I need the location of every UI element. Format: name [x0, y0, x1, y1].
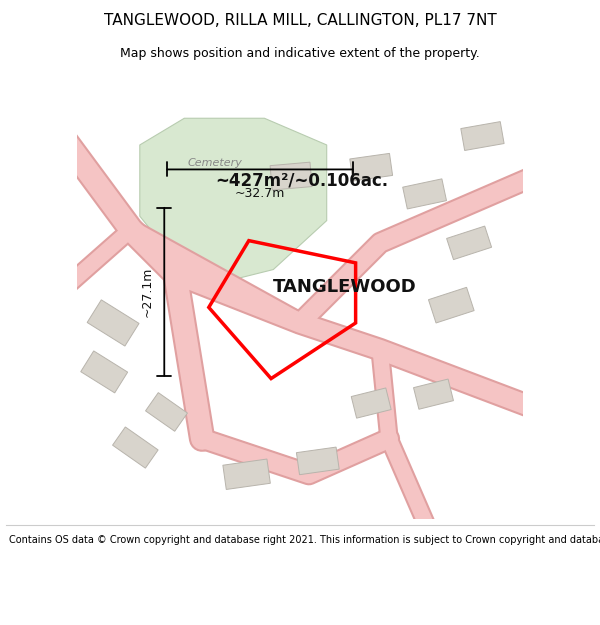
Polygon shape — [350, 153, 392, 181]
Polygon shape — [270, 162, 312, 190]
Text: Contains OS data © Crown copyright and database right 2021. This information is : Contains OS data © Crown copyright and d… — [9, 534, 600, 544]
Polygon shape — [403, 179, 446, 209]
Polygon shape — [413, 379, 454, 409]
Polygon shape — [296, 447, 339, 475]
Text: ~32.7m: ~32.7m — [235, 188, 285, 200]
Polygon shape — [113, 427, 158, 468]
Text: Map shows position and indicative extent of the property.: Map shows position and indicative extent… — [120, 47, 480, 59]
Polygon shape — [81, 351, 128, 393]
Text: TANGLEWOOD: TANGLEWOOD — [272, 278, 416, 296]
Polygon shape — [351, 388, 391, 418]
Text: ~27.1m: ~27.1m — [140, 267, 153, 317]
Polygon shape — [87, 300, 139, 346]
Text: Cemetery: Cemetery — [188, 158, 243, 168]
Polygon shape — [223, 459, 271, 489]
Polygon shape — [461, 122, 504, 151]
Polygon shape — [446, 226, 491, 259]
Polygon shape — [428, 288, 474, 323]
Text: ~427m²/~0.106ac.: ~427m²/~0.106ac. — [215, 171, 389, 189]
Polygon shape — [140, 118, 326, 283]
Text: TANGLEWOOD, RILLA MILL, CALLINGTON, PL17 7NT: TANGLEWOOD, RILLA MILL, CALLINGTON, PL17… — [104, 13, 496, 28]
Polygon shape — [146, 392, 187, 431]
